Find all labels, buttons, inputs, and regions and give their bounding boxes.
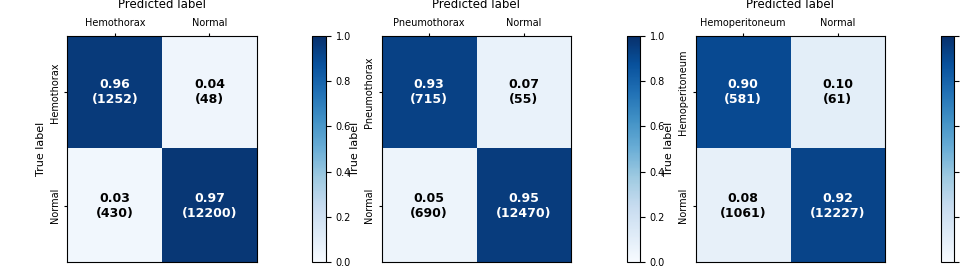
- Text: 0.05
(690): 0.05 (690): [410, 192, 448, 220]
- Text: 0.10
(61): 0.10 (61): [822, 78, 853, 107]
- Text: 0.93
(715): 0.93 (715): [410, 78, 448, 107]
- Title: Predicted label: Predicted label: [432, 0, 521, 11]
- Text: 0.90
(581): 0.90 (581): [724, 78, 763, 107]
- Y-axis label: True label: True label: [350, 122, 360, 176]
- Text: 0.03
(430): 0.03 (430): [95, 192, 134, 220]
- Text: 0.96
(1252): 0.96 (1252): [92, 78, 138, 107]
- Text: 0.97
(12200): 0.97 (12200): [181, 192, 237, 220]
- Text: 0.07
(55): 0.07 (55): [508, 78, 539, 107]
- Text: 0.95
(12470): 0.95 (12470): [495, 192, 551, 220]
- Text: 0.92
(12227): 0.92 (12227): [810, 192, 866, 220]
- Y-axis label: True label: True label: [664, 122, 674, 176]
- Title: Predicted label: Predicted label: [118, 0, 206, 11]
- Text: 0.08
(1061): 0.08 (1061): [720, 192, 766, 220]
- Text: 0.04
(48): 0.04 (48): [194, 78, 225, 107]
- Title: Predicted label: Predicted label: [746, 0, 835, 11]
- Y-axis label: True label: True label: [36, 122, 45, 176]
